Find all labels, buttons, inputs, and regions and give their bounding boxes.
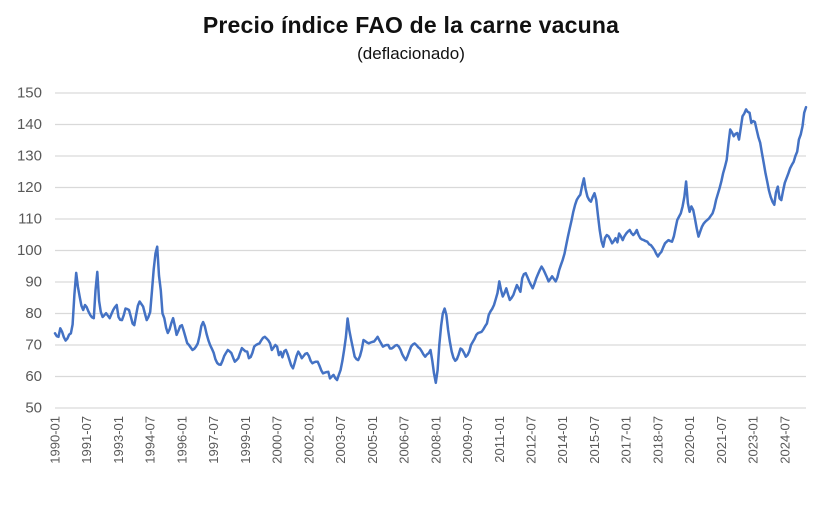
svg-text:120: 120 bbox=[17, 179, 42, 196]
price-line bbox=[53, 105, 808, 385]
chart-subtitle: (deflacionado) bbox=[357, 44, 465, 63]
svg-text:2014-01: 2014-01 bbox=[555, 416, 570, 464]
svg-text:130: 130 bbox=[17, 148, 42, 165]
gridlines bbox=[55, 92, 806, 409]
svg-text:110: 110 bbox=[18, 211, 42, 228]
svg-text:2002-01: 2002-01 bbox=[301, 416, 316, 464]
svg-text:150: 150 bbox=[17, 85, 42, 102]
svg-text:1990-01: 1990-01 bbox=[48, 416, 63, 464]
svg-text:50: 50 bbox=[25, 400, 42, 417]
svg-text:2021-07: 2021-07 bbox=[714, 416, 729, 464]
x-axis-labels: 1990-01 1991-07 1993-01 1994-07 1996-01 1997-… bbox=[48, 416, 793, 464]
svg-text:2015-07: 2015-07 bbox=[587, 416, 602, 464]
svg-text:2018-07: 2018-07 bbox=[650, 416, 665, 464]
svg-text:2005-01: 2005-01 bbox=[365, 416, 380, 464]
svg-text:1997-07: 1997-07 bbox=[206, 416, 221, 464]
svg-text:2024-07: 2024-07 bbox=[777, 416, 792, 464]
svg-text:140: 140 bbox=[17, 116, 42, 133]
svg-text:1999-01: 1999-01 bbox=[238, 416, 253, 464]
svg-text:2006-07: 2006-07 bbox=[397, 416, 412, 464]
svg-text:100: 100 bbox=[17, 242, 42, 259]
svg-text:70: 70 bbox=[25, 337, 42, 354]
svg-text:2008-01: 2008-01 bbox=[428, 416, 443, 464]
svg-text:2017-01: 2017-01 bbox=[619, 416, 634, 464]
svg-text:2011-01: 2011-01 bbox=[492, 416, 507, 463]
chart-title: Precio índice FAO de la carne vacuna bbox=[202, 12, 620, 38]
svg-text:1993-01: 1993-01 bbox=[111, 416, 126, 464]
svg-text:2009-07: 2009-07 bbox=[460, 416, 475, 464]
svg-text:2000-07: 2000-07 bbox=[270, 416, 285, 464]
svg-text:2003-07: 2003-07 bbox=[333, 416, 348, 464]
svg-text:60: 60 bbox=[25, 368, 42, 385]
y-axis-labels: 150 140 130 120 110 100 90 80 70 60 50 bbox=[17, 85, 42, 417]
svg-text:2012-07: 2012-07 bbox=[523, 416, 538, 464]
svg-text:1996-01: 1996-01 bbox=[174, 416, 189, 464]
svg-text:1994-07: 1994-07 bbox=[143, 416, 158, 464]
svg-text:2023-01: 2023-01 bbox=[746, 416, 761, 464]
svg-text:80: 80 bbox=[25, 305, 42, 322]
svg-text:2020-01: 2020-01 bbox=[682, 416, 697, 464]
svg-text:1991-07: 1991-07 bbox=[79, 416, 94, 464]
svg-text:90: 90 bbox=[25, 274, 42, 291]
